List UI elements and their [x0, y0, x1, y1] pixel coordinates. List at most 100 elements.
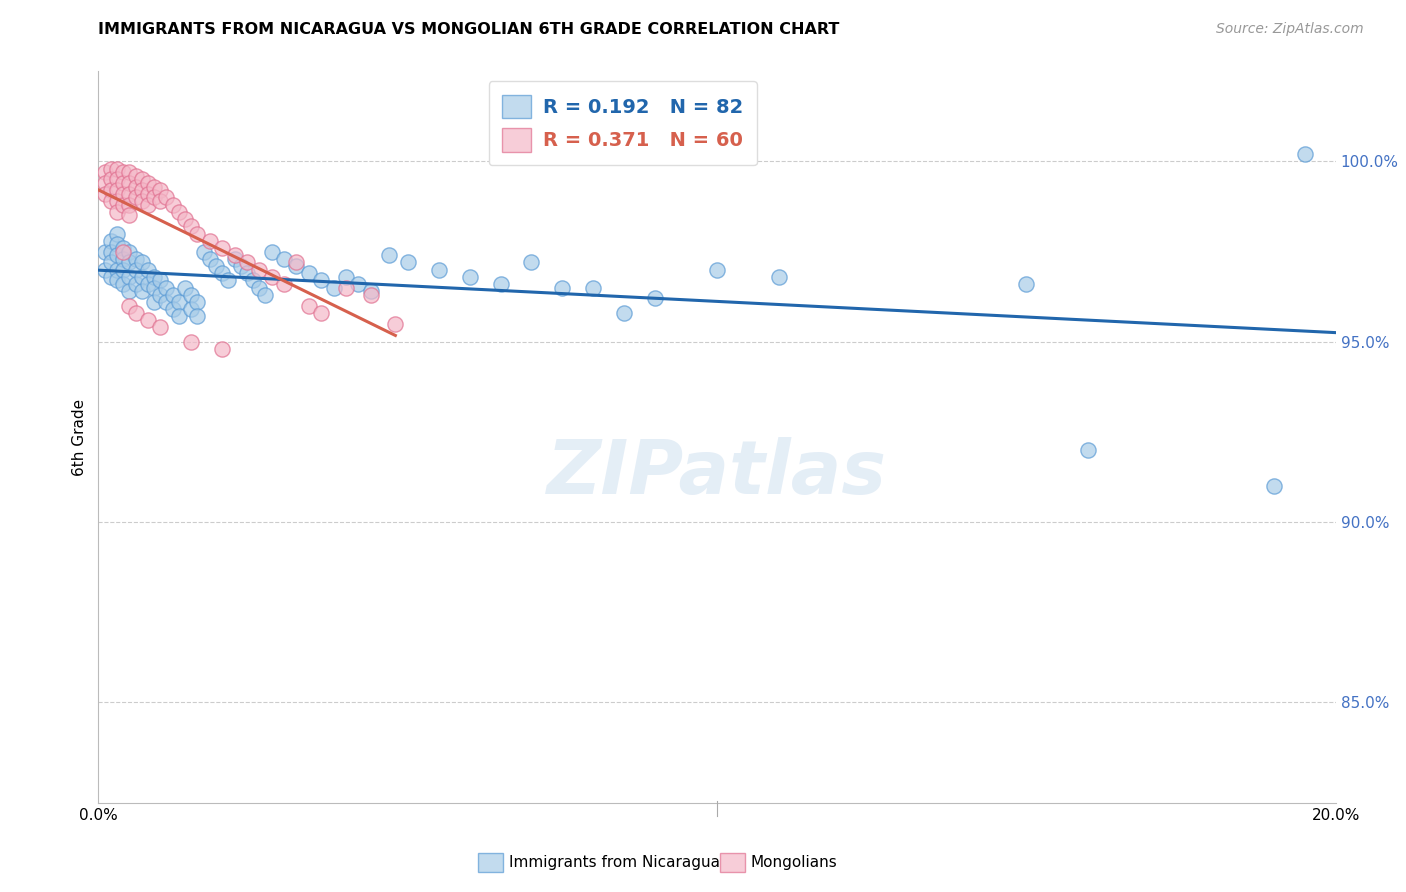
- Point: [149, 320, 172, 334]
- Point: [105, 227, 128, 241]
- Point: [706, 262, 728, 277]
- Point: [136, 277, 159, 291]
- Point: [309, 273, 332, 287]
- Point: [155, 280, 177, 294]
- Point: [273, 277, 295, 291]
- Point: [143, 280, 166, 294]
- Point: [149, 194, 172, 208]
- Point: [124, 262, 146, 277]
- Point: [131, 183, 153, 197]
- Point: [335, 280, 357, 294]
- Point: [298, 299, 321, 313]
- Point: [93, 165, 115, 179]
- Point: [112, 262, 135, 277]
- Point: [186, 227, 208, 241]
- Point: [136, 176, 159, 190]
- Point: [644, 291, 666, 305]
- Point: [105, 161, 128, 176]
- Point: [236, 255, 259, 269]
- Point: [112, 176, 135, 190]
- Point: [186, 295, 208, 310]
- Point: [143, 295, 166, 310]
- Point: [149, 183, 172, 197]
- Point: [124, 306, 146, 320]
- Point: [520, 255, 543, 269]
- Point: [247, 262, 270, 277]
- Point: [118, 299, 141, 313]
- Point: [180, 219, 202, 234]
- Point: [118, 244, 141, 259]
- Point: [118, 269, 141, 284]
- Point: [149, 287, 172, 301]
- Point: [100, 161, 122, 176]
- Point: [118, 165, 141, 179]
- Point: [193, 244, 215, 259]
- Point: [118, 197, 141, 211]
- Point: [118, 209, 141, 223]
- Point: [260, 269, 283, 284]
- Point: [768, 269, 790, 284]
- Point: [155, 190, 177, 204]
- Point: [105, 183, 128, 197]
- Point: [124, 252, 146, 266]
- Point: [124, 190, 146, 204]
- Point: [105, 172, 128, 186]
- Point: [112, 165, 135, 179]
- Point: [217, 273, 239, 287]
- Point: [136, 197, 159, 211]
- Point: [118, 176, 141, 190]
- Point: [211, 241, 233, 255]
- Point: [136, 313, 159, 327]
- Point: [186, 310, 208, 324]
- Point: [211, 342, 233, 356]
- Point: [112, 252, 135, 266]
- Point: [335, 269, 357, 284]
- Point: [131, 194, 153, 208]
- Point: [93, 176, 115, 190]
- Point: [136, 186, 159, 201]
- Point: [118, 284, 141, 298]
- Point: [378, 248, 401, 262]
- Point: [112, 186, 135, 201]
- Point: [322, 280, 344, 294]
- Point: [112, 277, 135, 291]
- Point: [124, 169, 146, 183]
- Point: [396, 255, 419, 269]
- Point: [309, 306, 332, 320]
- Point: [93, 262, 115, 277]
- Point: [162, 197, 184, 211]
- Point: [180, 334, 202, 349]
- Point: [100, 269, 122, 284]
- Point: [131, 255, 153, 269]
- Point: [205, 259, 228, 273]
- Point: [242, 273, 264, 287]
- Point: [118, 255, 141, 269]
- Point: [273, 252, 295, 266]
- Text: Source: ZipAtlas.com: Source: ZipAtlas.com: [1216, 22, 1364, 37]
- Point: [105, 194, 128, 208]
- Point: [298, 266, 321, 280]
- Point: [93, 244, 115, 259]
- Point: [143, 269, 166, 284]
- Point: [162, 287, 184, 301]
- Point: [224, 252, 246, 266]
- Point: [143, 179, 166, 194]
- Point: [118, 186, 141, 201]
- Point: [1294, 147, 1316, 161]
- Point: [582, 280, 605, 294]
- Point: [93, 186, 115, 201]
- Point: [100, 244, 122, 259]
- Point: [131, 284, 153, 298]
- Point: [260, 244, 283, 259]
- Point: [229, 259, 252, 273]
- Point: [198, 252, 221, 266]
- Point: [174, 280, 197, 294]
- Point: [136, 262, 159, 277]
- Point: [100, 183, 122, 197]
- Point: [254, 287, 277, 301]
- Point: [613, 306, 636, 320]
- Point: [427, 262, 450, 277]
- Point: [100, 255, 122, 269]
- Point: [211, 266, 233, 280]
- Point: [180, 287, 202, 301]
